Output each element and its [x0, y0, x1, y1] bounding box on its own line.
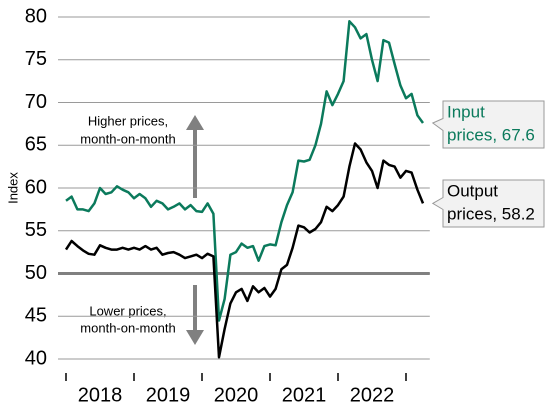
y-tick-label: 50	[25, 262, 47, 284]
end-label-text: Input	[447, 102, 485, 121]
y-tick-label: 75	[25, 48, 47, 70]
end-label-text: prices, 67.6	[447, 125, 535, 144]
y-tick-label: 40	[25, 347, 47, 369]
y-tick-label: 60	[25, 176, 47, 198]
end-label-text: prices, 58.2	[447, 204, 535, 223]
label-box	[431, 179, 545, 228]
end-label: Output prices, 58.2	[431, 179, 545, 228]
y-tick-label: 70	[25, 91, 47, 113]
annotation: month-on-month	[80, 320, 175, 335]
label-box	[431, 100, 545, 149]
x-tick-label: 2022	[350, 384, 395, 406]
higher-arrow	[186, 115, 204, 198]
y-tick-label: 45	[25, 305, 47, 327]
annotation: Higher prices,	[88, 113, 168, 128]
x-tick-label: 2021	[282, 384, 327, 406]
series-line	[64, 142, 425, 359]
y-tick-label: 65	[25, 134, 47, 156]
end-label-text: Output	[447, 181, 498, 200]
y-axis-label: Index	[5, 172, 20, 204]
x-tick-label: 2019	[146, 384, 191, 406]
y-tick-label: 55	[25, 219, 47, 241]
x-tick-label: 2018	[78, 384, 123, 406]
annotation: month-on-month	[80, 131, 175, 146]
x-tick-label: 2020	[214, 384, 259, 406]
series-line	[65, 20, 425, 322]
lower-arrow	[186, 285, 204, 345]
y-tick-label: 80	[25, 5, 47, 27]
annotation: Lower prices,	[89, 303, 166, 318]
end-label: Input prices, 67.6	[431, 100, 545, 149]
